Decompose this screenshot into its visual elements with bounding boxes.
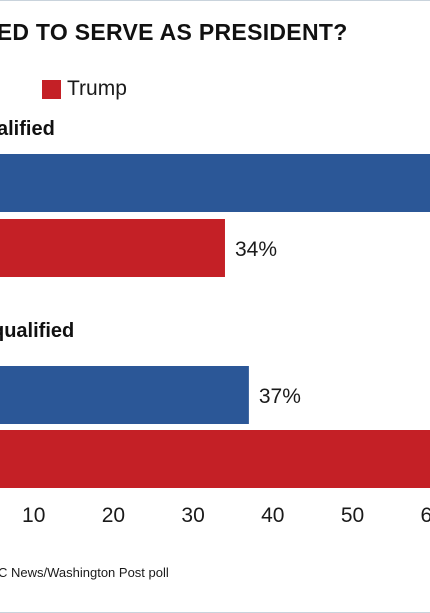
bar-trump-1: [0, 430, 430, 488]
x-tick-label-50: 50: [341, 504, 364, 527]
source-note: C News/Washington Post poll: [0, 565, 169, 580]
x-tick-label-20: 20: [102, 504, 125, 527]
bar-trump-0: [0, 219, 225, 277]
x-tick-label-30: 30: [181, 504, 204, 527]
x-tick-label-10: 10: [22, 504, 45, 527]
x-tick-label-60: 60: [421, 504, 430, 527]
chart-title: IED TO SERVE AS PRESIDENT?: [0, 19, 348, 45]
data-label-trump-0: 34%: [235, 238, 277, 261]
legend: Trump: [42, 77, 127, 101]
bar-series-a-1: [0, 366, 249, 424]
legend-label-trump: Trump: [67, 77, 127, 100]
legend-swatch-trump: [42, 79, 61, 99]
data-label-series-a-1: 37%: [259, 385, 301, 408]
x-tick-label-40: 40: [261, 504, 284, 527]
group-label-alified: alified: [0, 118, 55, 140]
group-label-qualified: qualified: [0, 320, 75, 342]
bar-series-a-0: [0, 154, 430, 212]
